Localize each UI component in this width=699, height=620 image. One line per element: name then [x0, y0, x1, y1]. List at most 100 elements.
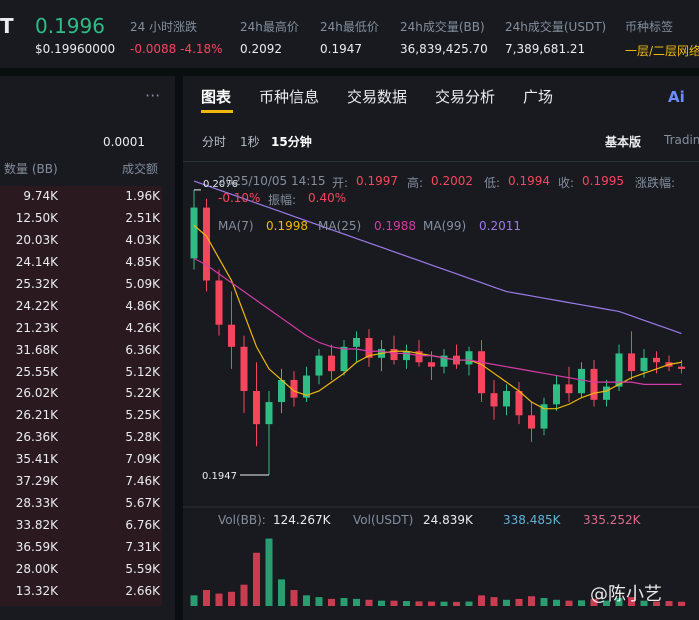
tab[interactable]: 交易数据	[347, 88, 408, 106]
column-header: 成交额	[122, 162, 159, 176]
row-amount: 5.28K	[125, 430, 160, 445]
candle-body	[365, 337, 373, 358]
more-icon[interactable]: ···	[145, 86, 161, 105]
row-qty: 26.02K	[15, 386, 58, 401]
stat-value: 0.1947	[320, 42, 362, 56]
tab[interactable]: 广场	[523, 88, 554, 106]
row-amount: 5.59K	[125, 561, 160, 576]
info-value: -0.10%	[218, 191, 261, 205]
interval[interactable]: 1秒	[240, 135, 260, 149]
row-amount: 5.25K	[125, 408, 160, 423]
candle-body	[415, 351, 423, 363]
legend-value: 0.2011	[479, 219, 521, 233]
candle-body	[490, 393, 498, 407]
ai-icon[interactable]: Ai	[668, 88, 685, 106]
interval[interactable]: 15分钟	[271, 135, 312, 149]
volume-bar	[390, 600, 398, 606]
candle-body	[653, 357, 660, 363]
volume-bar	[240, 584, 248, 606]
vol-value: 124.267K	[273, 513, 331, 527]
candle-body	[578, 368, 585, 394]
stat-value: 7,389,681.21	[505, 42, 586, 56]
row-qty: 26.21K	[15, 408, 58, 423]
legend-value: 0.1998	[266, 219, 308, 233]
volume-bar	[515, 598, 523, 606]
candle-body	[265, 402, 273, 425]
interval[interactable]: 分时	[202, 135, 227, 149]
price-usd: $0.19960000	[35, 42, 116, 56]
volume-bar	[253, 552, 260, 606]
candle-body	[215, 280, 223, 325]
volume-bar	[290, 590, 298, 606]
volume-bar	[678, 601, 685, 606]
row-amount: 4.85K	[125, 254, 160, 269]
candle-body	[540, 404, 548, 429]
candle-body	[340, 346, 348, 372]
stat-label: 24h成交量(BB)	[400, 20, 485, 34]
candle-body	[315, 355, 323, 376]
volume-bar	[615, 598, 623, 606]
info-label: 涨跌幅:	[635, 176, 676, 190]
candle-body	[515, 391, 523, 416]
row-qty: 12.50K	[15, 210, 58, 225]
row-amount: 6.36K	[125, 342, 160, 357]
chart-panel	[183, 76, 699, 620]
tick-size[interactable]: 0.0001	[103, 135, 145, 149]
stat-label: 24h成交量(USDT)	[505, 20, 607, 34]
volume-bar	[303, 595, 310, 606]
candle-body	[553, 384, 560, 405]
volume-bar	[628, 597, 635, 606]
stat-value: 36,839,425.70	[400, 42, 488, 56]
candle-body	[328, 355, 335, 372]
stat-label: 24 小时涨跌	[130, 20, 198, 34]
candle-time: 2025/10/05 14:15	[218, 174, 326, 188]
alt-mode[interactable]: Tradin	[664, 133, 699, 147]
volume-bar	[440, 601, 448, 606]
row-amount: 5.09K	[125, 276, 160, 291]
info-label: 低:	[484, 176, 501, 190]
candle-body	[228, 324, 235, 347]
vol-label: Vol(USDT)	[353, 513, 414, 527]
info-value: 0.40%	[308, 191, 347, 205]
row-amount: 7.31K	[125, 540, 160, 555]
volume-bar	[665, 601, 673, 606]
info-value: 0.1994	[508, 174, 550, 188]
tab[interactable]: 交易分析	[435, 88, 496, 106]
row-qty: 28.33K	[15, 496, 58, 511]
vol-value: 335.252K	[583, 513, 641, 527]
info-value: 0.1997	[356, 174, 398, 188]
candle-body	[390, 349, 398, 361]
volume-bar	[453, 601, 460, 606]
info-value: 0.2002	[431, 174, 473, 188]
volume-bar	[540, 598, 548, 606]
vol-label: Vol(BB):	[218, 513, 266, 527]
symbol: T	[0, 14, 14, 38]
high-label: 0.2076	[203, 179, 238, 190]
volume-bar	[228, 591, 235, 606]
volume-bar	[353, 598, 360, 606]
volume-bar	[340, 598, 348, 606]
mode[interactable]: 基本版	[605, 135, 642, 149]
candle-body	[303, 375, 310, 398]
stat-label: 24h最高价	[240, 20, 299, 34]
row-qty: 24.14K	[15, 254, 58, 269]
row-qty: 21.23K	[15, 320, 58, 335]
tab[interactable]: 币种信息	[259, 88, 320, 106]
candle-body	[203, 207, 210, 281]
row-qty: 35.41K	[15, 452, 58, 467]
row-amount: 1.96K	[125, 189, 160, 203]
volume-bar	[640, 600, 648, 606]
tab[interactable]: 图表	[201, 88, 232, 106]
candle-body	[628, 353, 635, 372]
depth-bg	[0, 186, 162, 606]
row-amount: 4.26K	[125, 320, 160, 335]
stat-value: 一层/二层网络	[625, 44, 699, 58]
row-qty: 24.22K	[15, 298, 58, 313]
info-value: 0.1995	[582, 174, 624, 188]
stat-value: 0.2092	[240, 42, 282, 56]
volume-bar	[365, 599, 373, 606]
volume-bar	[653, 601, 660, 606]
row-qty: 31.68K	[15, 342, 58, 357]
volume-bar	[378, 600, 385, 606]
